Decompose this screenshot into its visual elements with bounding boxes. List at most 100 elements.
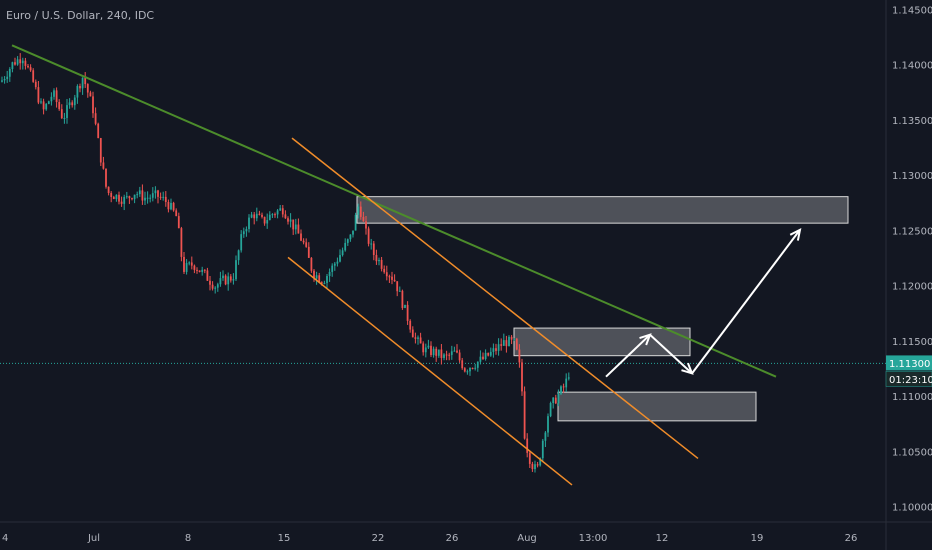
candle-body xyxy=(203,269,206,271)
candle-body xyxy=(149,197,152,199)
price-tick-label: 1.13000 xyxy=(892,171,932,182)
candle-body xyxy=(341,250,344,256)
candle-body xyxy=(279,208,282,211)
candle-body xyxy=(118,194,120,202)
candle-body xyxy=(344,242,347,251)
candle-body xyxy=(50,96,53,102)
price-tick-label: 1.14000 xyxy=(892,61,932,72)
candle-body xyxy=(175,210,178,217)
candle-body xyxy=(92,96,94,114)
candle-body xyxy=(333,263,336,266)
candle-body xyxy=(448,354,451,356)
candle-body xyxy=(331,265,334,272)
candlestick-series xyxy=(1,53,570,473)
channel-lower-line[interactable] xyxy=(287,256,573,486)
candle-body xyxy=(292,219,295,230)
candle-body xyxy=(37,87,40,103)
green-trendline[interactable] xyxy=(11,44,777,378)
candle-body xyxy=(55,90,58,103)
candle-body xyxy=(1,80,3,82)
candle-body xyxy=(29,67,32,71)
candle-body xyxy=(365,221,367,229)
arrow-segment[interactable] xyxy=(605,333,651,378)
candle-body xyxy=(489,351,492,356)
arrow-segment[interactable] xyxy=(649,333,693,375)
candle-body xyxy=(24,60,27,66)
candle-body xyxy=(440,349,443,358)
candle-body xyxy=(484,352,487,359)
candle-body xyxy=(167,201,170,210)
candle-body xyxy=(445,354,448,356)
candle-body xyxy=(409,320,412,330)
candle-body xyxy=(297,224,300,234)
price-tick-label: 1.13500 xyxy=(892,116,932,127)
candle-body xyxy=(81,77,84,89)
candle-body xyxy=(255,213,258,219)
candle-body xyxy=(68,102,71,106)
candle-body xyxy=(250,214,253,218)
candle-body xyxy=(136,194,139,196)
candle-body xyxy=(146,197,149,199)
channel-upper-line[interactable] xyxy=(291,137,699,459)
candle-body xyxy=(99,138,102,163)
candle-body xyxy=(352,230,354,235)
candle-body xyxy=(66,105,68,118)
candle-body xyxy=(388,276,391,278)
candle-body xyxy=(391,276,393,280)
candle-body xyxy=(453,350,456,352)
candle-body xyxy=(562,386,565,388)
candle-body xyxy=(305,242,308,247)
candle-body xyxy=(557,393,560,404)
candle-body xyxy=(102,162,105,169)
price-tick-label: 1.10000 xyxy=(892,503,932,514)
candle-body xyxy=(536,464,539,466)
projection-arrows[interactable] xyxy=(605,227,802,378)
candle-body xyxy=(495,348,497,351)
candle-body xyxy=(323,282,326,284)
candle-body xyxy=(157,190,159,197)
candle-body xyxy=(206,270,209,281)
candle-body xyxy=(370,243,373,245)
time-axis[interactable]: 4 Jul 8 15 22 26 Aug 13:00 12 19 26 xyxy=(2,533,857,544)
candle-body xyxy=(224,275,227,285)
zone-rectangle-3[interactable] xyxy=(557,391,757,422)
candle-body xyxy=(84,77,87,85)
candle-body xyxy=(544,432,547,441)
candle-body xyxy=(302,240,305,243)
candle-body xyxy=(79,86,81,89)
candle-body xyxy=(479,356,482,362)
candle-body xyxy=(289,219,292,222)
candle-body xyxy=(94,113,97,124)
arrow-segment[interactable] xyxy=(691,229,801,374)
candle-body xyxy=(159,196,162,198)
candle-body xyxy=(245,229,248,232)
candle-body xyxy=(198,270,201,272)
time-tick-label: 4 xyxy=(2,533,8,544)
candle-body xyxy=(138,190,141,195)
candle-body xyxy=(375,254,378,262)
price-tick-label: 1.11000 xyxy=(892,392,932,403)
candle-body xyxy=(227,276,230,285)
time-tick-label: 26 xyxy=(845,533,858,544)
price-axis[interactable]: 1.14500 1.14000 1.13500 1.13000 1.12500 1.120… xyxy=(885,6,932,514)
candle-body xyxy=(281,208,284,215)
candle-body xyxy=(180,228,183,257)
candle-body xyxy=(71,102,74,106)
candle-body xyxy=(523,391,526,439)
drawn-lines[interactable] xyxy=(11,44,777,486)
candle-body xyxy=(521,362,523,392)
candle-body xyxy=(73,97,76,106)
candle-body xyxy=(209,280,211,285)
price-tick-label: 1.10500 xyxy=(892,447,932,458)
zone-rectangle-1[interactable] xyxy=(356,196,849,224)
candle-body xyxy=(240,234,243,251)
candle-body xyxy=(539,458,542,466)
candle-body xyxy=(380,259,383,269)
candle-body xyxy=(11,62,14,70)
candle-body xyxy=(115,194,118,200)
candle-body xyxy=(105,168,107,187)
zone-rectangle-2[interactable] xyxy=(513,327,691,357)
supply-demand-zones[interactable] xyxy=(356,196,849,422)
